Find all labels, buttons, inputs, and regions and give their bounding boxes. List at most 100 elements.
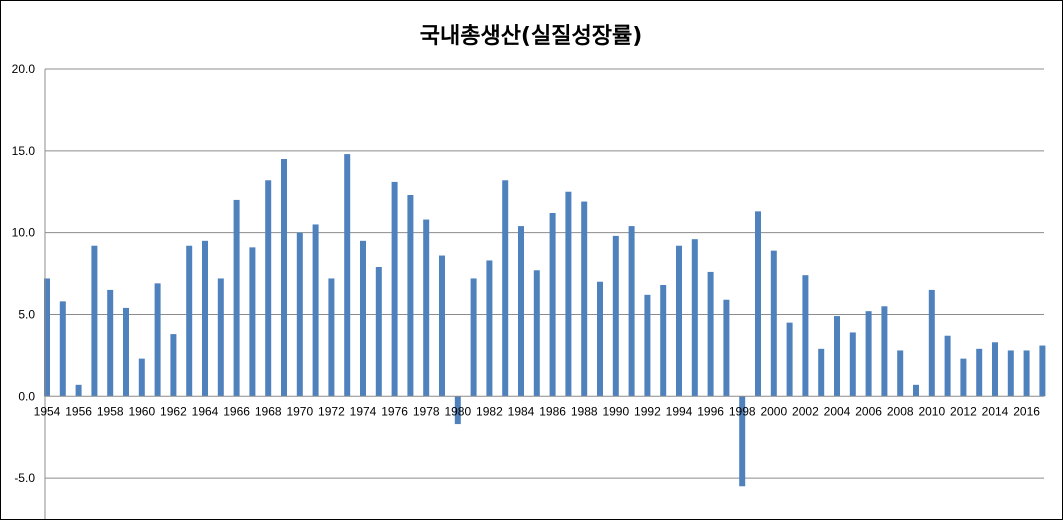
bar-1987 [565, 191, 572, 397]
bar-1967 [249, 247, 256, 397]
bar-series [44, 154, 1046, 487]
bar-1976 [391, 181, 398, 397]
x-tick-label: 1994 [666, 404, 693, 418]
x-tick-label: 1976 [381, 404, 408, 418]
bar-2007 [881, 306, 888, 397]
bar-2017 [1039, 345, 1046, 397]
x-tick-label: 1962 [160, 404, 187, 418]
bar-1958 [107, 289, 114, 397]
bar-2008 [897, 350, 904, 397]
chart-title: 국내총생산(실질성장률) [420, 24, 643, 49]
bar-2009 [913, 384, 919, 397]
bar-1991 [628, 226, 635, 397]
x-tick-label: 2002 [792, 404, 819, 418]
x-tick-label: 2010 [918, 404, 945, 418]
bar-2014 [992, 342, 998, 397]
bar-1975 [375, 267, 382, 397]
x-tick-label: 1998 [729, 404, 756, 418]
x-tick-label: 1988 [571, 404, 598, 418]
gridlines [45, 68, 1044, 479]
y-tick-label: -5.0 [14, 471, 35, 485]
bar-2011 [944, 335, 951, 397]
bar-1970 [296, 232, 303, 397]
bar-1956 [75, 384, 82, 397]
x-axis-tick-labels: 1954 1956 1958 1960 1962 1964 1966 1968 1970 1972… [34, 404, 1041, 418]
bar-1977 [407, 195, 414, 397]
x-tick-label: 1956 [65, 404, 92, 418]
bar-1965 [217, 278, 224, 397]
bar-1979 [439, 255, 445, 397]
x-tick-label: 2008 [887, 404, 914, 418]
x-tick-label: 1986 [539, 404, 566, 418]
bar-2005 [849, 332, 856, 397]
x-tick-label: 2006 [855, 404, 882, 418]
x-tick-label: 1958 [97, 404, 124, 418]
bar-2002 [802, 275, 809, 397]
bar-1971 [312, 224, 319, 397]
bar-1984 [518, 226, 524, 397]
bar-1990 [612, 235, 619, 397]
bar-1964 [202, 240, 208, 397]
bar-1996 [707, 271, 714, 397]
x-tick-label: 2000 [760, 404, 787, 418]
bar-1974 [360, 240, 366, 397]
bar-1994 [676, 245, 682, 397]
x-tick-label: 2016 [1013, 404, 1040, 418]
bar-1962 [170, 334, 177, 397]
bar-1963 [186, 245, 193, 397]
x-tick-label: 1980 [444, 404, 471, 418]
bar-2016 [1023, 350, 1030, 397]
x-tick-label: 1984 [508, 404, 535, 418]
bar-2001 [786, 322, 793, 397]
bar-2003 [818, 348, 825, 397]
bar-1961 [154, 283, 161, 397]
bar-1969 [281, 159, 287, 397]
bar-1960 [138, 358, 145, 397]
x-tick-label: 1990 [602, 404, 629, 418]
y-axis-tick-labels: 20.0 15.0 10.0 5.0 0.0 -5.0 [12, 62, 36, 485]
bar-1989 [597, 281, 603, 397]
bar-2000 [770, 250, 777, 397]
bar-2010 [928, 289, 935, 397]
x-tick-label: 1974 [350, 404, 377, 418]
bar-1997 [723, 299, 730, 397]
bar-1993 [660, 285, 667, 397]
bar-1999 [755, 211, 761, 397]
bar-1954 [44, 278, 50, 397]
x-tick-label: 1954 [34, 404, 61, 418]
x-tick-label: 1968 [255, 404, 282, 418]
bar-1986 [549, 213, 556, 397]
bar-1981 [470, 278, 477, 397]
x-tick-label: 1992 [634, 404, 661, 418]
x-tick-label: 1972 [318, 404, 345, 418]
bar-1980 [454, 396, 461, 425]
bar-1972 [328, 278, 335, 397]
x-tick-label: 2014 [982, 404, 1009, 418]
y-tick-label: 5.0 [18, 307, 35, 321]
bar-1955 [59, 301, 66, 397]
bar-2012 [960, 358, 967, 397]
bar-1957 [91, 245, 98, 397]
y-tick-label: 10.0 [12, 226, 36, 240]
y-tick-label: 0.0 [18, 389, 35, 403]
x-tick-label: 1970 [286, 404, 313, 418]
bar-1966 [233, 199, 240, 397]
bar-1985 [533, 270, 540, 397]
bar-1959 [123, 307, 129, 397]
bar-2013 [976, 348, 983, 397]
bar-1978 [423, 219, 430, 397]
bar-1995 [691, 239, 698, 397]
bar-1968 [265, 180, 272, 397]
bar-1998 [739, 396, 746, 487]
x-tick-label: 1996 [697, 404, 724, 418]
bar-2015 [1007, 350, 1014, 397]
x-tick-label: 1960 [128, 404, 155, 418]
axes [44, 69, 1044, 519]
x-tick-label: 1964 [192, 404, 219, 418]
x-tick-label: 2004 [824, 404, 851, 418]
bar-2006 [865, 311, 872, 397]
x-tick-label: 1978 [413, 404, 440, 418]
bar-1988 [581, 201, 588, 397]
